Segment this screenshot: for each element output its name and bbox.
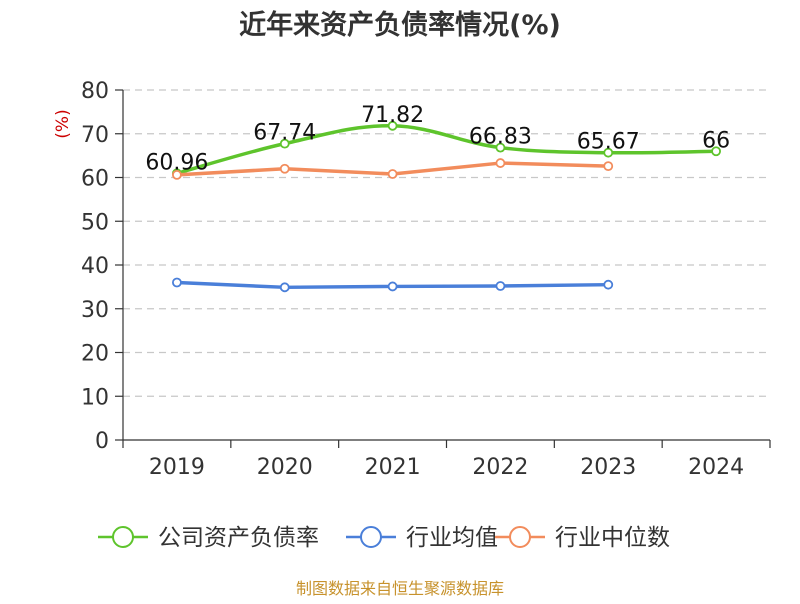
legend-label: 行业中位数 (555, 525, 670, 551)
x-ticks: 2019 2020 2021 2022 2023 2024 (122, 440, 771, 480)
x-tick-label: 2023 (580, 455, 636, 480)
legend-marker-icon (360, 526, 382, 548)
x-tick-label: 2019 (149, 455, 205, 480)
series-1-point (387, 120, 398, 131)
y-tick-label: 30 (81, 298, 109, 323)
y-tick-label: 70 (81, 123, 109, 148)
x-tick-label: 2022 (472, 455, 528, 480)
series-1-point (603, 147, 614, 158)
series-3-point (387, 169, 398, 179)
series-1-point (495, 142, 506, 153)
series-3-point (603, 161, 614, 172)
x-tick-label: 2020 (257, 455, 313, 480)
data-label: 66 (702, 128, 730, 153)
series-2-point (603, 279, 614, 290)
legend-label: 行业均值 (406, 525, 498, 551)
legend[interactable]: 公司资产负债率 行业均值 行业中位数 (98, 525, 670, 551)
data-label: 67.74 (253, 121, 316, 146)
data-label: 71.82 (361, 103, 424, 128)
y-tick-label: 0 (95, 429, 109, 454)
data-label: 66.83 (469, 125, 532, 150)
series-3-point (172, 169, 182, 180)
legend-item-2[interactable]: 行业均值 (346, 525, 498, 551)
y-tick-label: 50 (81, 210, 109, 235)
y-ticks: 0 10 20 30 40 50 60 70 80 (81, 79, 123, 454)
series-1-point (279, 138, 290, 149)
y-tick-label: 40 (81, 254, 109, 279)
series-2-point (495, 281, 506, 291)
legend-item-3[interactable]: 行业中位数 (495, 525, 670, 551)
series-3-point (495, 158, 506, 168)
series-2-point (387, 281, 398, 292)
legend-label: 公司资产负债率 (158, 525, 319, 551)
legend-marker-icon (509, 526, 531, 548)
data-label: 65.67 (577, 130, 640, 155)
series-2-point (172, 277, 182, 288)
source-text: 制图数据来自恒生聚源数据库 (296, 579, 504, 598)
x-tick-label: 2024 (688, 455, 744, 480)
legend-item-1[interactable]: 公司资产负债率 (98, 525, 319, 551)
y-tick-label: 80 (81, 79, 109, 104)
y-tick-label: 20 (81, 342, 109, 367)
series-3-point (279, 163, 290, 174)
series-2-point (279, 282, 290, 293)
y-tick-label: 10 (81, 385, 109, 410)
series-1-point (711, 146, 721, 157)
chart-title: 近年来资产负债率情况(%) (239, 9, 561, 41)
legend-marker-icon (112, 526, 134, 548)
series-1-line (175, 124, 718, 176)
x-tick-label: 2021 (365, 455, 421, 480)
y-axis-label: (%) (53, 109, 73, 138)
y-tick-label: 60 (81, 167, 109, 192)
series-3 (172, 158, 614, 180)
series-2 (172, 277, 614, 293)
